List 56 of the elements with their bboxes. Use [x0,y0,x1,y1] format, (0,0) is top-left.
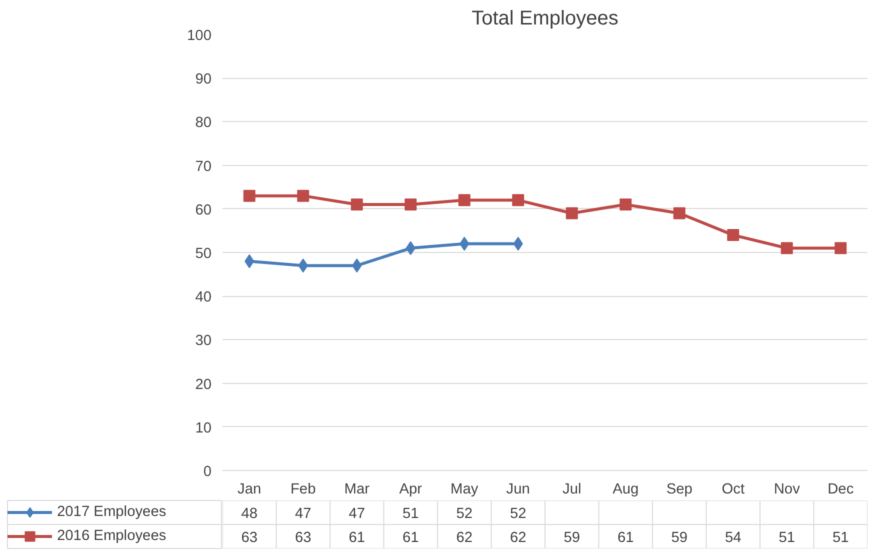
data-label: 61 [348,530,366,546]
point [350,198,363,211]
x-tick-label: Feb [290,482,316,498]
point [512,194,524,206]
y-tick-label: 50 [195,246,212,262]
data-label: 52 [510,506,526,522]
point [297,190,310,202]
x-tick-label: Apr [399,482,422,498]
data-label: 54 [724,530,742,546]
point [566,207,578,220]
data-label: 59 [671,530,688,546]
y-tick-label: 80 [195,115,212,132]
legend-label: 2016 Employees [57,527,166,546]
y-tick-label: 30 [195,333,212,350]
y-tick-label: 70 [195,158,212,175]
x-tick-label: Aug [612,482,639,498]
point [620,198,632,211]
legend-label: 2017 Employees [57,503,166,522]
y-tick-label: 0 [203,464,212,480]
data-label: 59 [564,530,580,546]
x-tick-label: Jun [506,482,530,498]
chart-title: Total Employees [472,8,618,30]
x-tick-label: Jul [562,482,582,498]
x-tick-label: Jan [238,482,262,498]
y-tick-label: 60 [195,202,212,218]
point [780,242,793,254]
y-tick-label: 10 [195,420,212,436]
x-tick-label: May [450,482,479,498]
data-label: 47 [348,506,366,522]
data-label: 62 [510,530,526,546]
point [727,229,740,242]
data-label: 52 [456,506,473,522]
point [673,207,686,220]
data-label: 63 [241,530,258,546]
data-label: 63 [294,530,312,546]
point [243,190,256,202]
data-label: 47 [294,506,312,522]
y-tick-label: 100 [187,28,212,44]
data-label: 48 [241,506,258,522]
data-label: 51 [778,530,796,546]
y-tick-label: 90 [195,72,212,88]
data-label: 62 [456,530,473,546]
x-tick-label: Sep [666,482,692,498]
y-tick-label: 20 [195,376,212,393]
x-tick-label: Mar [344,482,370,498]
y-tick-label: 40 [195,290,212,306]
point [834,242,847,254]
x-tick-label: Oct [722,482,745,498]
data-label: 61 [617,530,634,546]
point [458,194,470,206]
data-label: 61 [402,530,419,546]
point [404,198,417,211]
data-label: 51 [402,506,419,522]
data-label: 51 [832,530,849,546]
x-tick-label: Dec [828,482,854,498]
x-tick-label: Nov [774,482,801,498]
